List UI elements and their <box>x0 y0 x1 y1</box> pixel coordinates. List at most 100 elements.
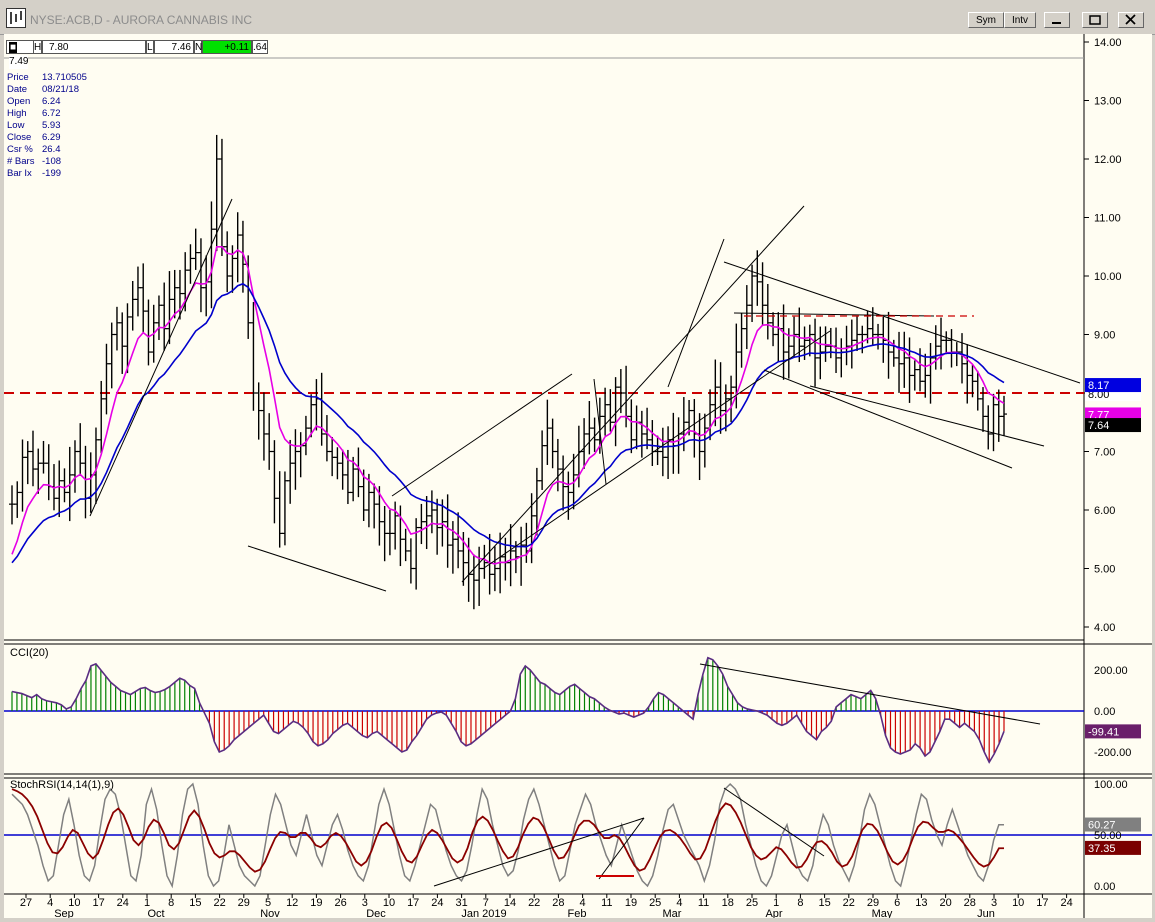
data-window-row: High 6.72 <box>7 108 87 120</box>
x-tick-label: 19 <box>310 897 322 909</box>
x-tick-label: 4 <box>580 897 586 909</box>
x-tick-label: 17 <box>407 897 419 909</box>
trendline <box>89 198 233 517</box>
intv-label: Intv <box>1011 15 1029 26</box>
x-month-label: May <box>872 908 893 918</box>
data-window-value: -108 <box>42 156 62 167</box>
data-window-key: Close <box>7 132 32 143</box>
stochrsi-title: StochRSI(14,14(1),9) <box>10 779 114 791</box>
cci-last-tag: -99.41 <box>1085 724 1141 739</box>
ma-fast-line <box>11 246 1005 565</box>
stoch-slow-tag: 37.35 <box>1085 840 1141 855</box>
trendline <box>598 817 645 880</box>
data-window-row: Open 6.24 <box>7 96 87 108</box>
x-month-label: Apr <box>765 908 782 918</box>
data-window-value: 08/21/18 <box>42 84 79 95</box>
x-tick-label: 19 <box>625 897 637 909</box>
x-tick-label: 3 <box>991 897 997 909</box>
minimize-button[interactable] <box>1044 12 1070 28</box>
quote-high: 7.80 <box>42 40 146 54</box>
price-y-tick-label: 11.00 <box>1094 213 1121 225</box>
x-tick-label: 29 <box>867 897 879 909</box>
title-bar[interactable]: NYSE:ACB,D - AURORA CANNABIS INC Sym Int… <box>0 0 1155 35</box>
x-month-label: Oct <box>147 908 164 918</box>
cci-last-tag-bg <box>1085 724 1141 739</box>
price-y-tick-label: 9.00 <box>1094 330 1115 342</box>
quote-open-value: 7.49 <box>9 55 29 69</box>
price-y-tick-label: 10.00 <box>1094 271 1122 283</box>
trendline <box>593 378 607 485</box>
data-window-key: Open <box>7 96 31 107</box>
close-icon <box>1125 14 1136 25</box>
x-month-label: Jan 2019 <box>461 908 506 918</box>
data-window-value: 5.93 <box>42 120 61 131</box>
sym-link-button[interactable]: Sym <box>968 12 1004 28</box>
x-tick-label: 12 <box>286 897 298 909</box>
stochrsi-panel: 100.00 50.00 0.00 60.27 37.35 <box>4 779 1152 893</box>
data-window-key: High <box>7 108 27 119</box>
x-tick-label: 4 <box>47 897 53 909</box>
x-tick-label: 11 <box>698 897 709 909</box>
maximize-icon <box>1089 15 1101 25</box>
x-tick-label: 22 <box>528 897 540 909</box>
trendline <box>723 787 825 857</box>
window-title: NYSE:ACB,D - AURORA CANNABIS INC <box>30 13 253 27</box>
data-window-row: # Bars -108 <box>7 156 87 168</box>
data-window-value: 13.710505 <box>42 72 87 83</box>
stochrsi-slow-line <box>11 788 1004 873</box>
x-tick-label: 22 <box>843 897 855 909</box>
stoch-slow-tag-bg <box>1085 840 1141 855</box>
x-tick-label: 28 <box>552 897 564 909</box>
quote-bar: ■7.49 H 7.80 L 7.46 N +0.11 .64 <box>6 40 268 69</box>
data-window: Price 13.710505 Date 08/21/18 Open 6.24 High 6.… <box>7 72 87 180</box>
x-axis: 27 4 10 17 24 1 8 15 22 29 5 12 19 26 3 10 17 24 31 7 14 22 28… <box>20 894 1073 918</box>
data-window-value: 6.72 <box>42 108 61 119</box>
data-window-row: Csr % 26.4 <box>7 144 87 156</box>
data-window-key: Date <box>7 84 28 95</box>
bar-chart-icon <box>10 11 22 24</box>
data-window-row: Close 6.29 <box>7 132 87 144</box>
quote-low-tag: L <box>146 40 154 54</box>
x-tick-label: 25 <box>746 897 758 909</box>
x-tick-label: 1 <box>773 897 779 909</box>
x-month-label: Dec <box>366 908 386 918</box>
chart-canvas[interactable]: 200.00 0.00 -200.00 -99.41 100.00 50.00 0.00 6… <box>4 34 1152 918</box>
x-tick-label: 14 <box>504 897 516 909</box>
cci-y-tick-label: -200.00 <box>1094 747 1131 759</box>
data-window-value: 26.4 <box>42 144 61 155</box>
close-button[interactable] <box>1118 12 1144 28</box>
data-window-key: Bar Ix <box>7 168 32 179</box>
x-tick-label: 25 <box>649 897 661 909</box>
data-window-row: Date 08/21/18 <box>7 84 87 96</box>
stoch-y-tick-label: 100.00 <box>1094 779 1128 791</box>
price-y-tick-label: 13.00 <box>1094 96 1122 108</box>
intv-link-button[interactable]: Intv <box>1004 12 1036 28</box>
data-window-key: # Bars <box>7 156 35 167</box>
x-tick-label: 17 <box>1036 897 1048 909</box>
x-tick-label: 27 <box>20 897 32 909</box>
x-tick-label: 24 <box>117 897 129 909</box>
x-tick-label: 6 <box>894 897 900 909</box>
trendline <box>433 817 645 887</box>
cci-title: CCI(20) <box>10 647 49 659</box>
x-tick-label: 26 <box>334 897 346 909</box>
stoch-slow-tag-text: 37.35 <box>1088 843 1116 855</box>
maximize-button[interactable] <box>1082 12 1108 28</box>
x-month-label: Mar <box>663 908 682 918</box>
x-tick-label: 17 <box>92 897 104 909</box>
trendline <box>699 663 1041 725</box>
x-month-label: Jun <box>977 908 995 918</box>
cci-panel: 200.00 0.00 -200.00 -99.41 <box>4 656 1141 764</box>
x-tick-label: 4 <box>676 897 682 909</box>
cci-y-tick-label: 200.00 <box>1094 665 1128 677</box>
x-tick-label: 10 <box>68 897 80 909</box>
stochrsi-fast-line <box>11 782 1004 889</box>
quote-open: ■7.49 <box>6 40 34 69</box>
x-month-label: Nov <box>260 908 280 918</box>
quote-change: +0.11 <box>202 40 252 54</box>
trendline <box>391 373 573 497</box>
quote-high-tag: H <box>34 40 42 54</box>
data-window-key: Low <box>7 120 25 131</box>
x-month-label: Sep <box>54 908 74 918</box>
